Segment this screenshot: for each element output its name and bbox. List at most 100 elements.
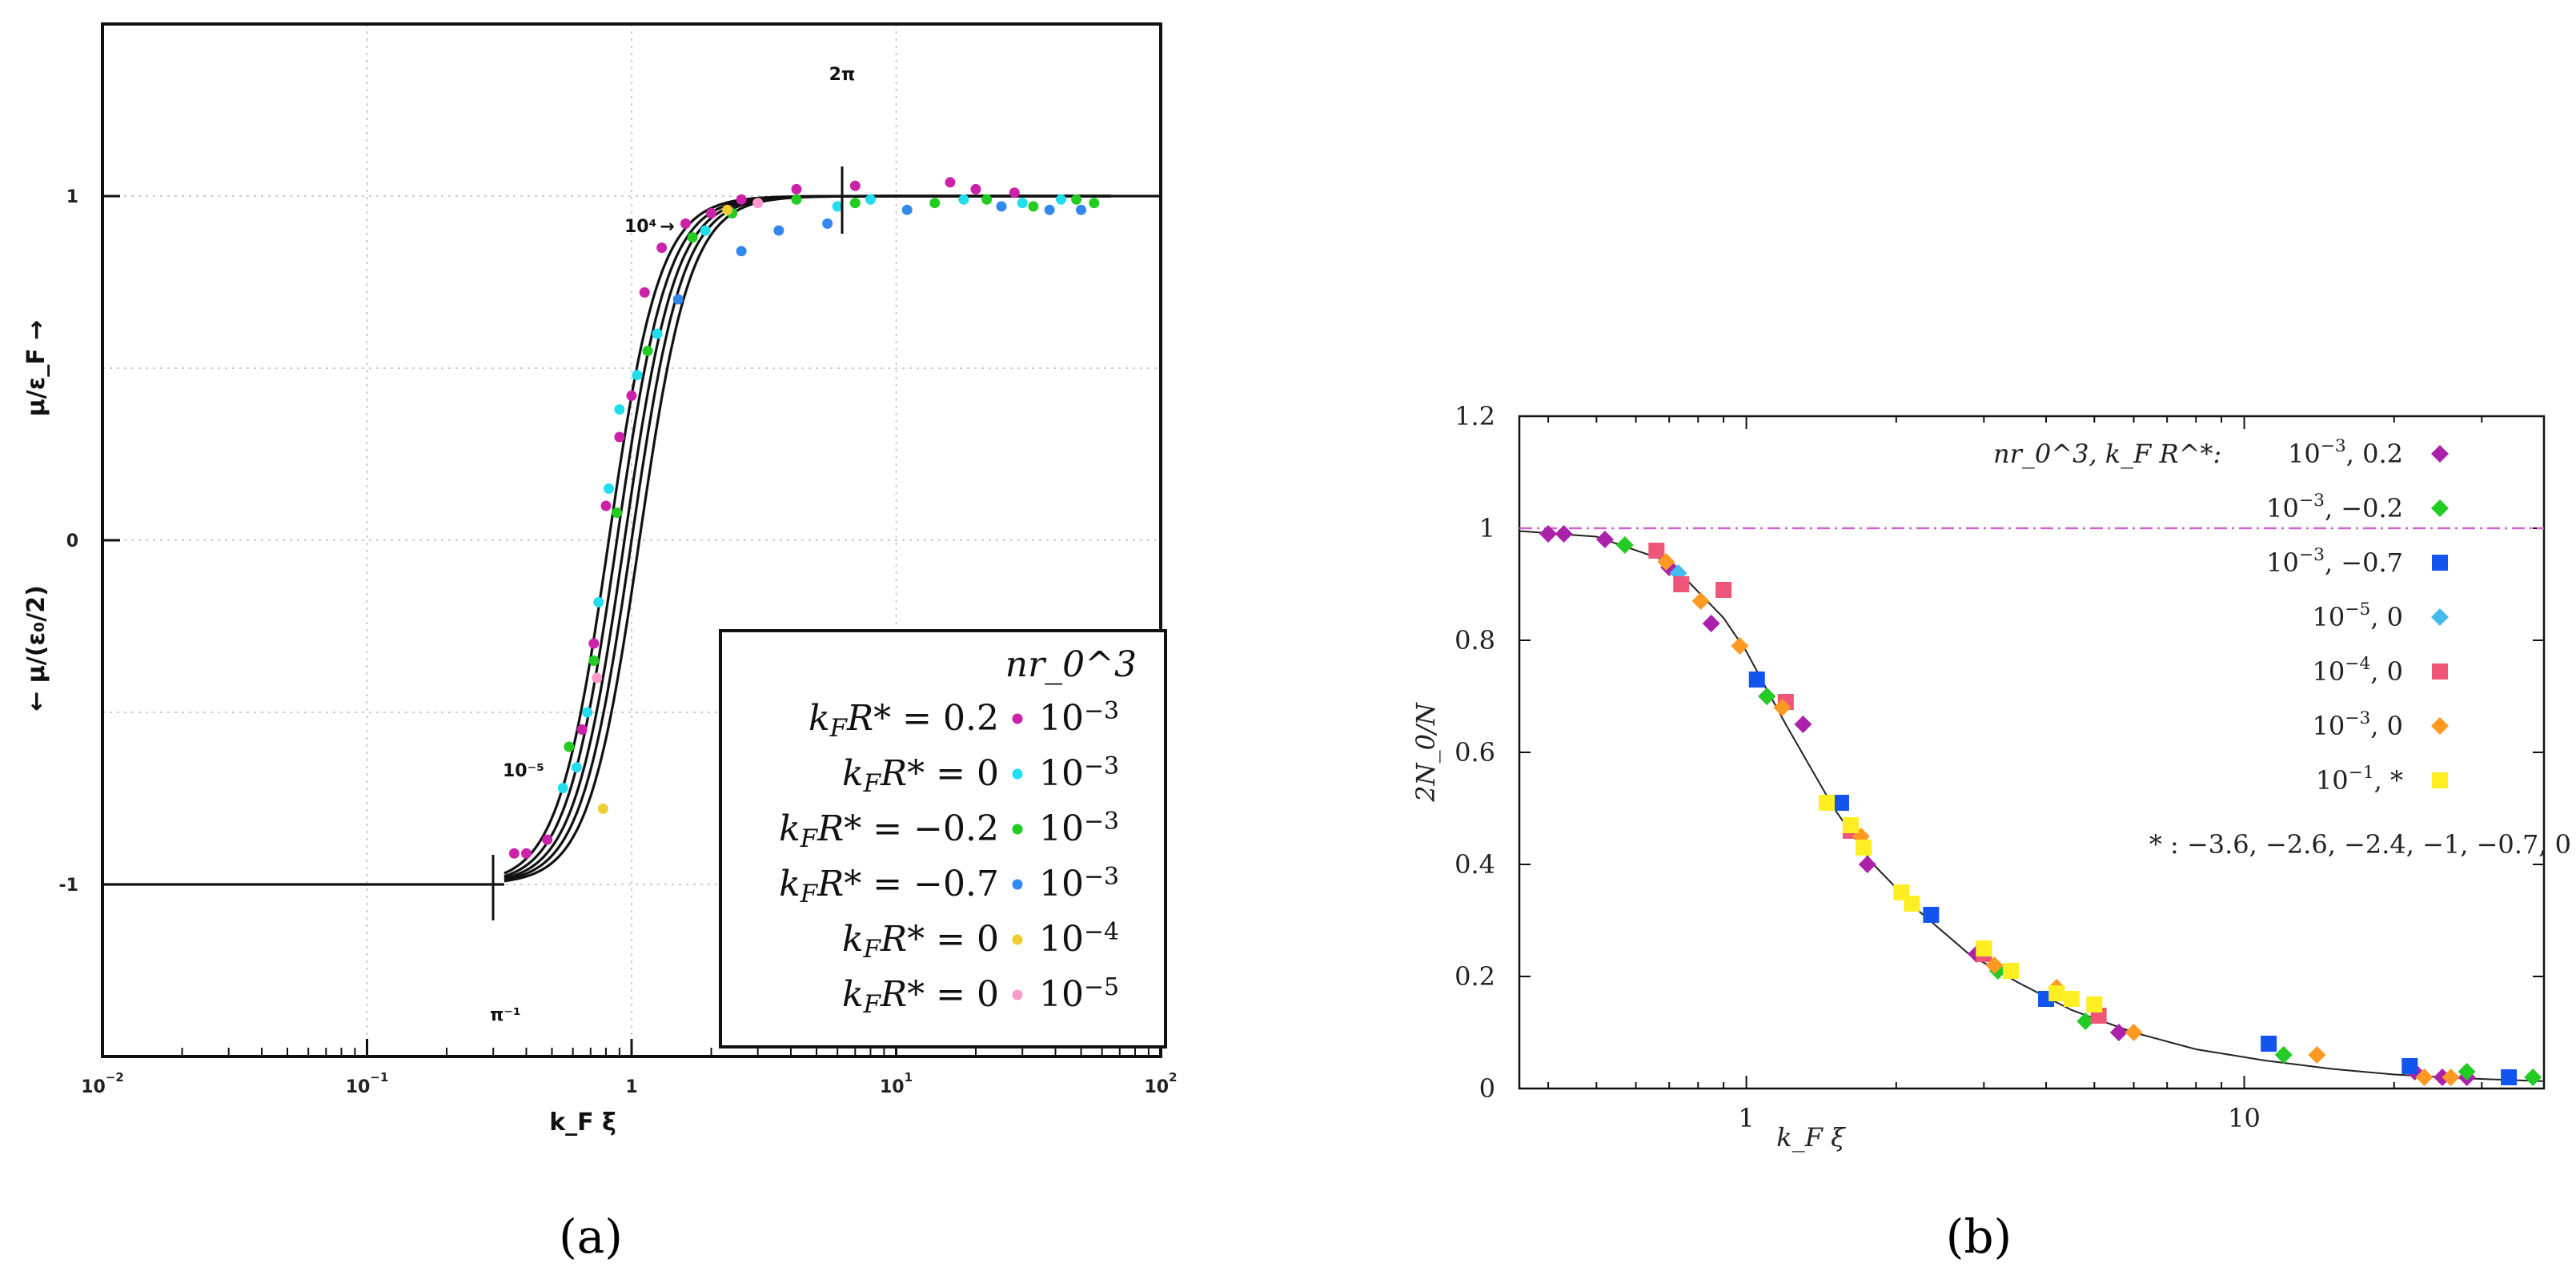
panel-a-data-point [773,225,784,236]
panel-b-data-point [1648,543,1665,559]
panel-a-data-point [680,218,691,229]
panel-a-data-point [929,198,941,209]
panel-b-y-tick-label: 0.6 [1455,737,1495,768]
panel-a-legend-density: 10−4 [1039,918,1119,960]
panel-b-legend-marker [2432,555,2448,571]
panel-a-legend-density: 10−3 [1039,808,1119,849]
panel-b-y-tick-label: 0 [1479,1073,1495,1104]
panel-a-data-point [639,287,650,298]
panel-a-data-point [700,225,711,236]
panel-a-data-point [822,218,833,229]
panel-b-data-point [1904,896,1920,912]
panel-a-legend: nr_0^3 kFR* = 0.2 10−3 kFR* = 0 10−3 kFR* = … [719,629,1167,1048]
panel-a-data-point [642,346,653,356]
panel-a-legend-label: kFR* = 0 [842,919,999,964]
panel-a-data-point [736,246,747,257]
panel-a-data-point [520,848,532,859]
panel-b-legend-header: nr_0^3, k_F R^*: [1993,439,2221,469]
panel-a-data-point [614,404,625,415]
panel-b-data-point [2076,1012,2095,1030]
panel-b-legend-label: 10−5, 0 [2313,599,2403,632]
panel-a-data-point [687,232,698,243]
panel-b-data-point [2524,1068,2542,1086]
panel-b-data-point [1657,553,1675,571]
panel-b-legend-marker [2432,664,2448,680]
panel-a-data-point [849,198,861,209]
annotation-10-minus-5: 10⁻⁵ [503,761,544,781]
panel-a-legend-density: 10−3 [1039,752,1119,794]
panel-b-data-point [1748,672,1765,688]
panel-b-data-point [2086,996,2103,1012]
panel-a-points [508,177,1100,859]
panel-b-legend: nr_0^3, k_F R^*: * : −3.6, −2.6, −2.4, −… [1993,436,2571,860]
panel-a-legend-label: kFR* = 0 [842,753,999,798]
panel-a-data-point [1071,194,1082,205]
panel-a-y-axis-label-upper: μ/ε_F → [22,320,50,417]
panel-a-data-point [849,180,861,191]
panel-a-data-point [791,194,802,205]
panel-a-data-point [996,201,1007,212]
panel-a-data-point [1028,201,1039,212]
panel-b-data-point [1794,716,1812,733]
panel-b-data-point [2415,1068,2434,1086]
panel-a-data-point [1089,198,1100,209]
panel-a-data-point [582,707,593,718]
panel-b-x-tick-label: 10 [2228,1103,2261,1133]
panel-a-data-point [791,183,802,194]
panel-a-legend-density: 10−5 [1039,973,1119,1015]
panel-a-data-point [542,834,553,845]
panel-a-legend-marker [1012,934,1023,945]
panel-a-data-point [970,183,981,194]
panel-a-x-tick-label: 10−2 [81,1070,124,1097]
panel-a-y-tick-label: -1 [59,876,78,896]
panel-a-data-point [945,177,956,188]
panel-b-data-point [1555,525,1573,543]
panel-a-data-point [901,204,913,215]
annotation-10-4: 10⁴ → [624,217,675,237]
panel-a-legend-marker [1012,824,1023,835]
panel-b-data-point [1673,576,1690,592]
panel-a-y-tick-label: 1 [66,187,78,207]
panel-b-legend-label: 10−3, −0.2 [2266,491,2403,523]
panel-a-x-axis-label: k_F ξ [549,1109,616,1137]
panel-b-data-point [2458,1063,2476,1081]
panel-b-data-point [2125,1024,2143,1041]
panel-b-y-tick-label: 1.2 [1455,401,1495,431]
panel-b-data-point [1842,817,1859,833]
panel-b-ticks: 0 0.2 0.4 0.6 0.8 1 1.2 1 10 [1455,401,2545,1133]
annotation-2pi: 2π [829,65,856,85]
panel-a-data-point [597,803,608,814]
panel-b-points [1539,525,2542,1086]
panel-a-legend-marker [1012,768,1023,780]
panel-a-data-point [576,724,588,735]
panel-b-data-point [1858,856,1876,873]
panel-a-data-point [632,370,643,381]
panel-a-legend-header: nr_0^3 [1005,644,1137,685]
panel-b-data-point [1832,795,1849,811]
panel-a-ticks: 10−2 10−1 1 101 102 -1 0 1 [59,187,1178,1097]
panel-b-data-point [2003,963,2020,979]
panel-b-data-point [1715,582,1732,598]
panel-a-data-point [588,638,600,649]
panel-a-data-point [1044,204,1055,215]
panel-b-data-point [1539,525,1558,543]
panel-a-data-point [722,204,733,215]
panel-a-data-point [672,294,684,305]
panel-a-chart: 10−2 10−1 1 101 102 -1 0 1 2π π⁻¹ 10⁴ → 10⁻⁵ k_F… [22,22,1178,1137]
panel-a-x-tick-label: 1 [625,1077,637,1097]
panel-a-data-point [981,194,993,205]
panel-b-data-point [2501,1069,2518,1085]
panel-b-data-point [1731,637,1749,655]
panel-b-legend-label: 10−1, * [2316,763,2403,796]
panel-a-legend-label: kFR* = 0.2 [809,698,999,743]
panel-b-legend-marker [2432,772,2448,788]
panel-b-y-tick-label: 0.2 [1455,961,1495,992]
panel-a-data-point [600,500,612,511]
panel-a-legend-marker [1012,879,1023,890]
panel-b-data-point [1773,699,1792,716]
panel-b-data-point [1595,531,1614,548]
panel-b-legend-footnote: * : −3.6, −2.6, −2.4, −1, −0.7, 0 [2149,829,2571,860]
caption-a: (a) [559,1209,623,1264]
panel-b-data-point [2063,991,2080,1007]
